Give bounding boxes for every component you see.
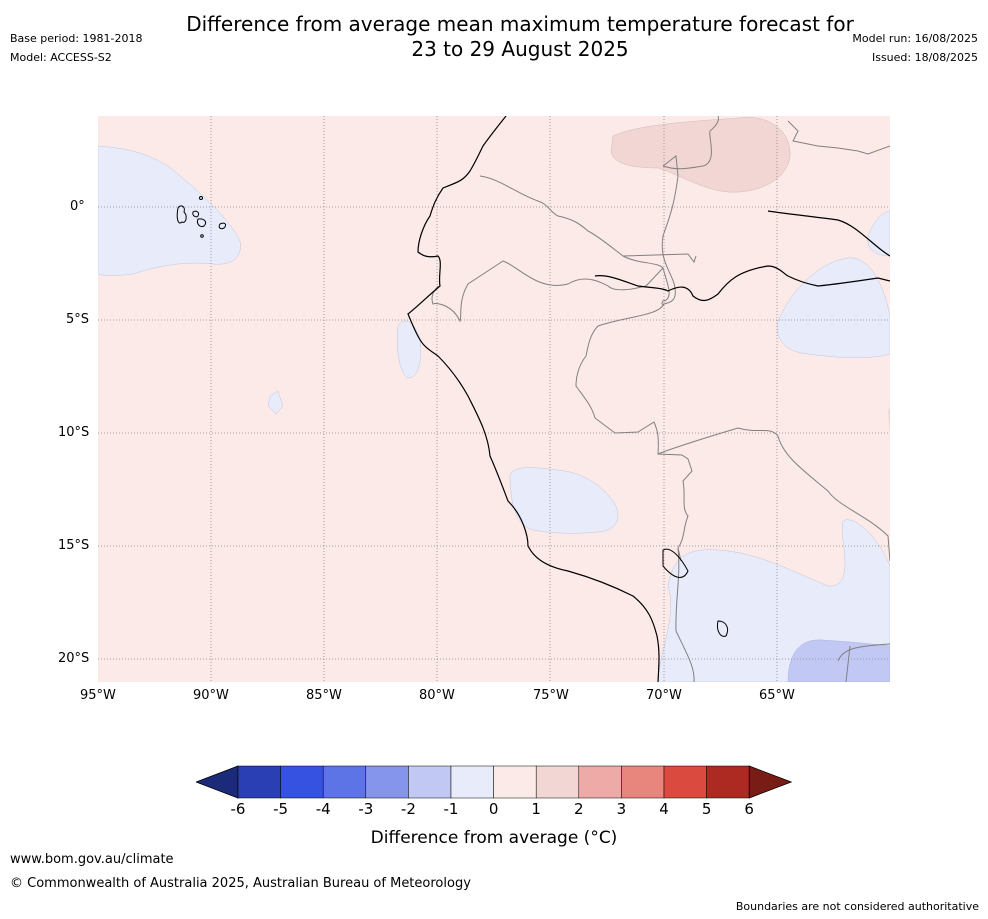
colorbar-tick-label: -2	[400, 800, 416, 818]
model-label: Model: ACCESS-S2	[10, 51, 112, 64]
colorbar-tick-label: -4	[315, 800, 331, 818]
colorbar-segment	[322, 765, 367, 799]
issued-label: Issued: 18/08/2025	[871, 51, 978, 64]
colorbar-segment	[280, 765, 324, 799]
lat-label-15s: 15°S	[58, 538, 90, 553]
colorbar-segment	[365, 765, 409, 799]
lon-label-85w: 85°W	[306, 688, 342, 703]
disclaimer-text: Boundaries are not considered authoritat…	[735, 900, 979, 913]
cool-region-east-coast	[867, 210, 890, 257]
lon-label-65w: 65°W	[759, 688, 795, 703]
colorbar-tick-label: 6	[744, 800, 754, 818]
cool-region-chaco	[787, 639, 890, 682]
title-line-1: Difference from average mean maximum tem…	[186, 12, 854, 36]
colorbar-tick-label: 1	[531, 800, 541, 818]
lon-label-95w: 95°W	[80, 688, 116, 703]
colorbar-segment	[493, 765, 537, 799]
colorbar-segment	[535, 765, 580, 799]
colorbar-tick-label: -1	[443, 800, 459, 818]
title-line-2: 23 to 29 August 2025	[411, 37, 629, 61]
colorbar-segment	[237, 765, 281, 799]
lon-label-75w: 75°W	[533, 688, 569, 703]
colorbar-tick-label: 5	[701, 800, 712, 818]
colorbar-tick-label: 3	[616, 800, 627, 818]
colorbar-tick-label: 4	[659, 800, 669, 818]
lon-label-70w: 70°W	[646, 688, 682, 703]
colorbar	[196, 765, 793, 799]
colorbar-label: Difference from average (°C)	[0, 828, 988, 848]
colorbar-arrow-low	[196, 765, 239, 799]
lon-label-90w: 90°W	[193, 688, 229, 703]
lat-label-20s: 20°S	[58, 651, 90, 666]
colorbar-arrow-high	[748, 765, 793, 799]
graticule	[98, 116, 890, 682]
base-period-label: Base period: 1981-2018	[10, 32, 143, 45]
model-run-label: Model run: 16/08/2025	[852, 32, 978, 45]
country-borders	[431, 116, 890, 682]
lon-label-80w: 80°W	[419, 688, 455, 703]
cool-region-pacific-13s	[509, 467, 619, 534]
colorbar-label-text: Difference from average (	[370, 828, 591, 848]
colorbar-segment	[408, 765, 452, 799]
colorbar-segment	[706, 765, 750, 799]
coastlines	[407, 116, 890, 682]
lat-label-5s: 5°S	[66, 312, 90, 327]
map-title: Difference from average mean maximum tem…	[120, 12, 920, 62]
colorbar-tick-label: 2	[574, 800, 584, 818]
colorbar-segment	[450, 765, 494, 799]
galapagos-islands	[176, 196, 227, 238]
colorbar-tick-label: -3	[358, 800, 374, 818]
colorbar-label-unit: °C)	[590, 828, 618, 848]
warm-region-north	[610, 117, 791, 193]
warm-region-east-edge	[888, 406, 890, 436]
cool-region-small	[267, 390, 284, 415]
colorbar-segment	[663, 765, 707, 799]
colorbar-tick-label: -5	[273, 800, 289, 818]
colorbar-segment	[621, 765, 665, 799]
cool-region-galapagos	[98, 145, 241, 276]
colorbar-tick-label: 0	[488, 800, 499, 818]
website-link[interactable]: www.bom.gov.au/climate	[10, 852, 174, 867]
colorbar-tick-label: -6	[230, 800, 246, 818]
lat-label-10s: 10°S	[58, 425, 90, 440]
lake-titicaca	[662, 548, 729, 637]
forecast-map	[98, 116, 890, 682]
lat-label-0: 0°	[70, 199, 85, 214]
copyright-text: © Commonwealth of Australia 2025, Austra…	[10, 876, 471, 891]
colorbar-segment	[578, 765, 622, 799]
cool-region-coast-5s	[397, 320, 421, 379]
